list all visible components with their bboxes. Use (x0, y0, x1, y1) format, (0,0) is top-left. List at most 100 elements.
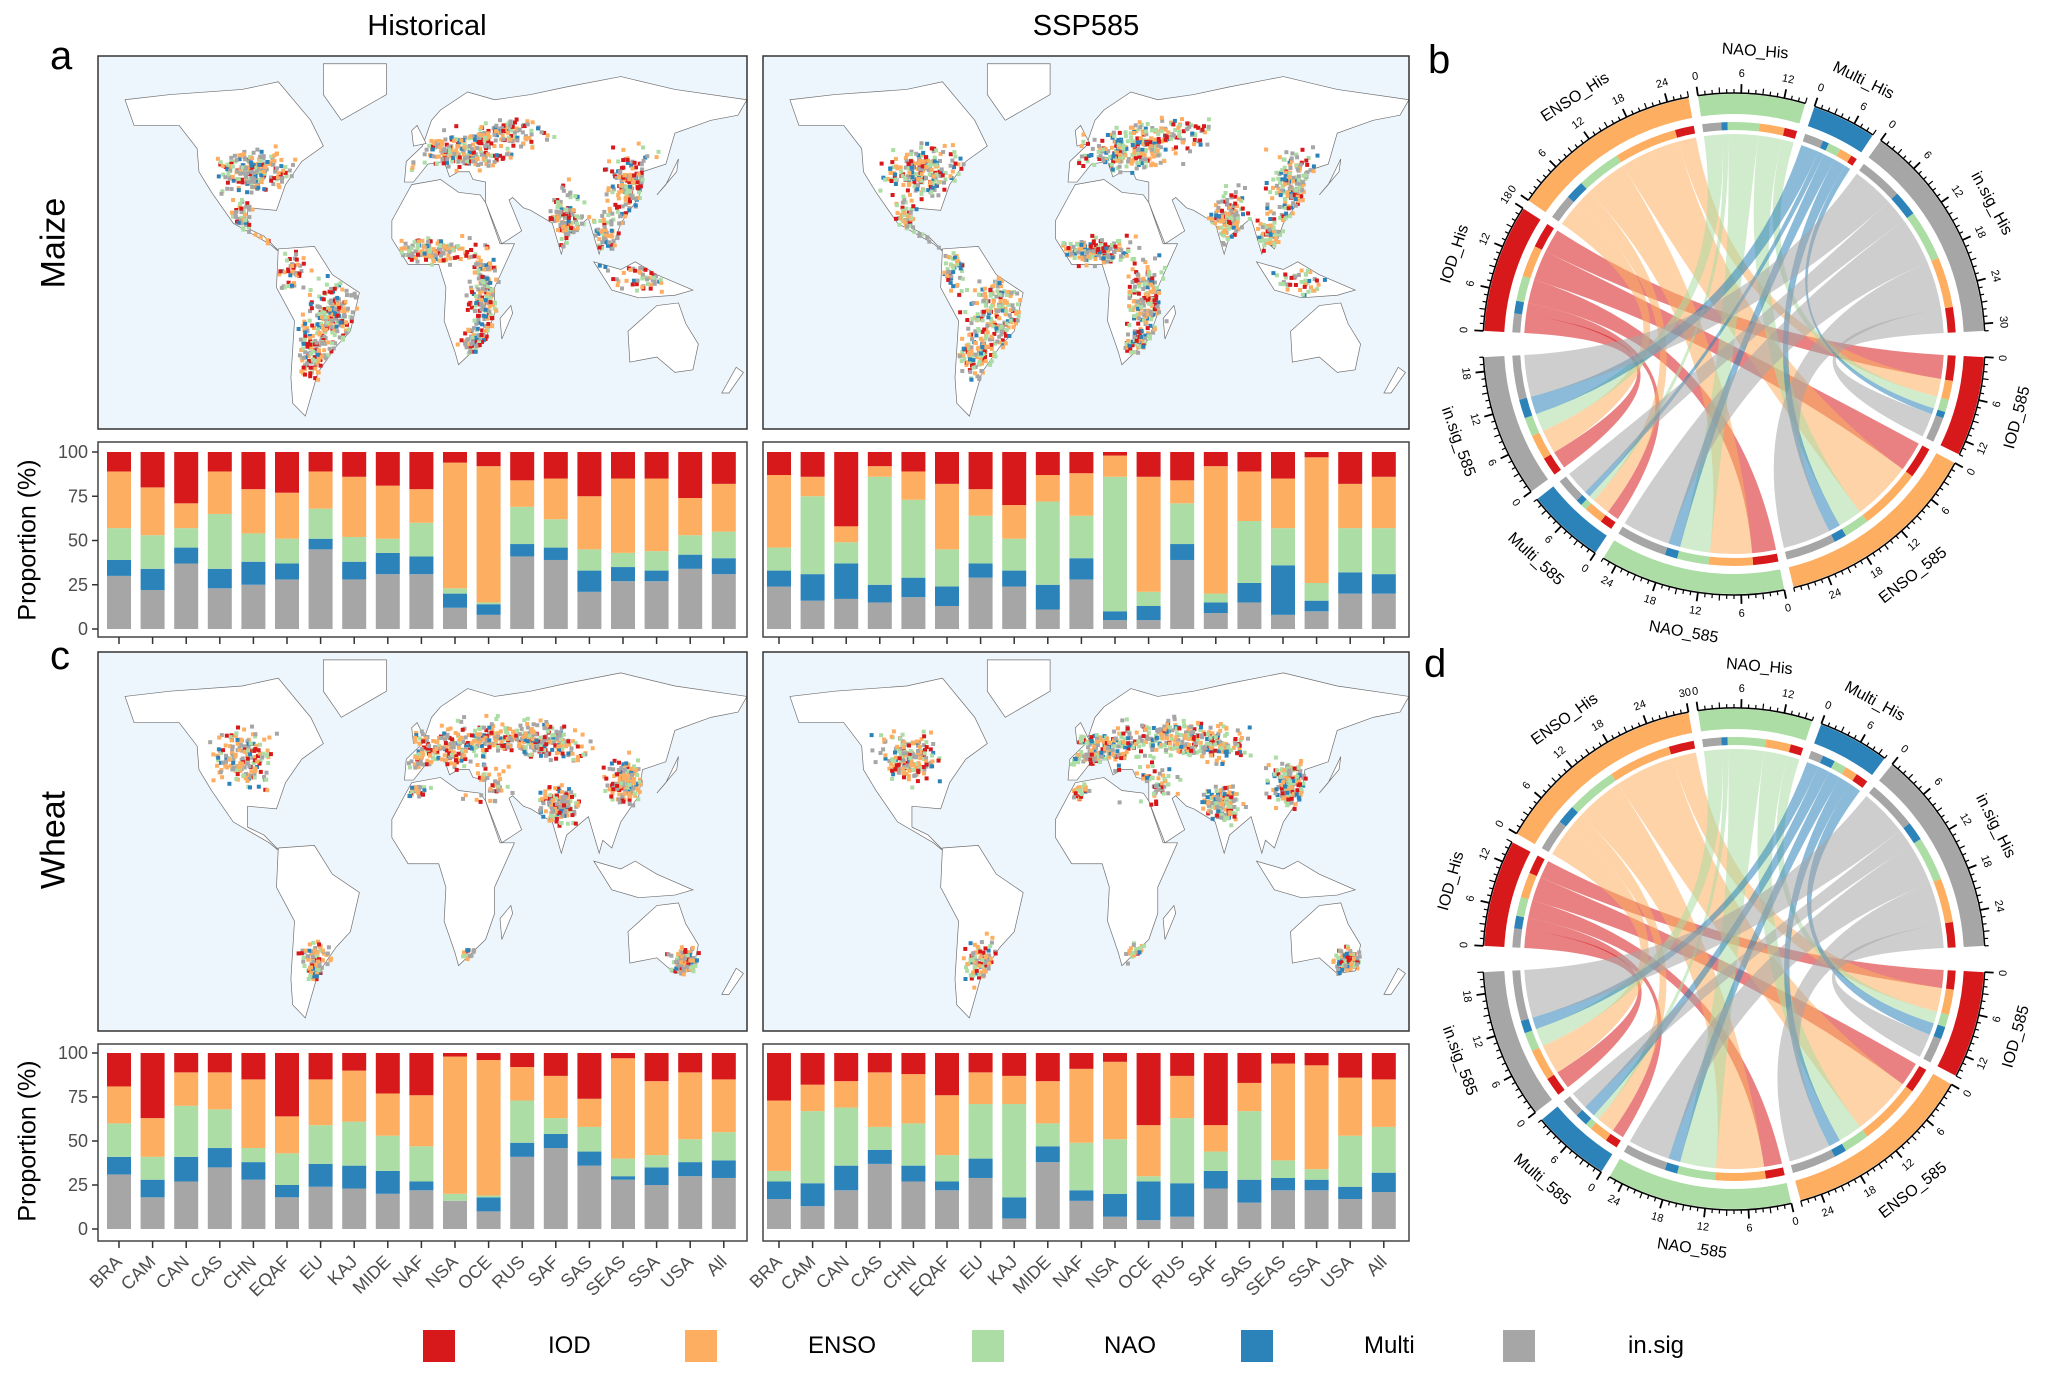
map-pixel-in.sig (572, 809, 577, 814)
map-pixel-multi (1287, 160, 1292, 165)
map-pixel-iod (936, 758, 941, 763)
map-pixel-iod (635, 180, 640, 185)
map-pixel-in.sig (1276, 229, 1281, 234)
map-pixel-enso (485, 325, 490, 330)
map-pixel-in.sig (905, 224, 910, 229)
map-pixel-nao (574, 801, 579, 806)
map-pixel-multi (483, 298, 488, 303)
map-pixel-multi (631, 278, 636, 283)
map-pixel-enso (1273, 239, 1278, 244)
map-pixel-enso (522, 739, 526, 744)
map-pixel-in.sig (485, 737, 489, 742)
map-pixel-nao (951, 251, 956, 256)
map-pixel-enso (1130, 159, 1135, 164)
map-pixel-in.sig (1083, 257, 1088, 262)
map-pixel-nao (283, 165, 288, 169)
map-pixel-enso (659, 280, 664, 285)
map-pixel-in.sig (561, 188, 566, 193)
map-pixel-in.sig (548, 758, 553, 763)
map-pixel-in.sig (478, 299, 483, 304)
map-pixel-in.sig (1085, 250, 1089, 255)
map-pixel-enso (555, 218, 560, 223)
map-pixel-in.sig (418, 758, 423, 763)
map-pixel-nao (598, 219, 603, 223)
map-pixel-multi (328, 310, 333, 315)
map-pixel-in.sig (981, 973, 986, 978)
map-pixel-nao (999, 324, 1004, 329)
map-pixel-iod (1229, 193, 1234, 198)
land-outline (986, 659, 1051, 718)
map-pixel-enso (523, 731, 528, 736)
map-pixel-enso (508, 137, 513, 142)
map-pixel-multi (926, 188, 931, 193)
map-pixel-nao (323, 330, 328, 335)
map-pixel-enso (618, 784, 623, 789)
map-pixel-enso (1109, 145, 1114, 150)
map-pixel-nao (909, 207, 914, 212)
map-pixel-in.sig (1091, 249, 1096, 254)
map-pixel-in.sig (630, 772, 634, 777)
map-pixel-enso (305, 326, 309, 331)
map-pixel-in.sig (269, 175, 274, 180)
map-pixel-in.sig (1137, 316, 1142, 321)
map-pixel-nao (637, 196, 642, 201)
map-pixel-nao (310, 341, 315, 345)
map-pixel-enso (530, 742, 535, 747)
map-pixel-multi (1108, 751, 1113, 756)
map-pixel-nao (477, 727, 482, 731)
map-pixel-iod (1148, 140, 1153, 145)
map-pixel-nao (899, 169, 904, 174)
land-outline (322, 63, 387, 121)
map-pixel-in.sig (1171, 133, 1176, 138)
map-pixel-multi (1110, 255, 1115, 260)
map-pixel-in.sig (1158, 160, 1163, 165)
map-pixel-multi (256, 185, 261, 190)
map-pixel-multi (1231, 225, 1236, 230)
map-pixel-in.sig (411, 160, 416, 165)
map-pixel-enso (973, 341, 978, 346)
map-pixel-in.sig (461, 149, 466, 153)
map-pixel-nao (513, 134, 517, 139)
map-pixel-enso (296, 262, 300, 267)
map-pixel-enso (954, 259, 959, 264)
map-pixel-in.sig (1181, 162, 1186, 166)
map-pixel-enso (322, 348, 327, 353)
map-pixel-in.sig (464, 293, 469, 298)
map-pixel-in.sig (246, 744, 251, 749)
map-pixel-enso (416, 765, 421, 770)
map-pixel-nao (1274, 229, 1278, 234)
map-pixel-nao (640, 177, 645, 182)
map-pixel-enso (1003, 312, 1008, 317)
map-pixel-multi (231, 178, 236, 183)
map-pixel-iod (511, 143, 516, 148)
map-pixel-multi (620, 211, 625, 216)
map-pixel-in.sig (911, 752, 915, 757)
map-pixel-nao (693, 964, 698, 968)
map-pixel-nao (482, 136, 487, 140)
map-pixel-nao (575, 197, 580, 202)
map-pixel-multi (561, 754, 566, 759)
map-pixel-nao (1265, 231, 1269, 236)
map-pixel-enso (1289, 159, 1294, 164)
map-pixel-nao (1079, 734, 1084, 739)
map-pixel-in.sig (986, 966, 991, 971)
map-pixel-enso (490, 727, 495, 732)
map-pixel-nao (495, 714, 500, 718)
map-pixel-in.sig (476, 287, 481, 292)
map-pixel-in.sig (548, 209, 553, 214)
map-pixel-iod (1232, 232, 1237, 237)
map-pixel-enso (448, 154, 453, 159)
map-pixel-enso (486, 291, 491, 296)
map-pixel-nao (993, 341, 997, 346)
map-pixel-enso (1002, 300, 1007, 305)
map-pixel-enso (567, 742, 572, 747)
map-pixel-in.sig (996, 309, 1000, 313)
map-pixel-multi (1322, 277, 1327, 282)
map-pixel-in.sig (1181, 137, 1186, 142)
map-pixel-in.sig (958, 275, 963, 280)
map-pixel-enso (255, 759, 260, 764)
map-pixel-enso (630, 166, 635, 171)
map-pixel-multi (980, 287, 985, 292)
map-pixel-enso (421, 752, 426, 757)
map-pixel-iod (337, 305, 342, 310)
